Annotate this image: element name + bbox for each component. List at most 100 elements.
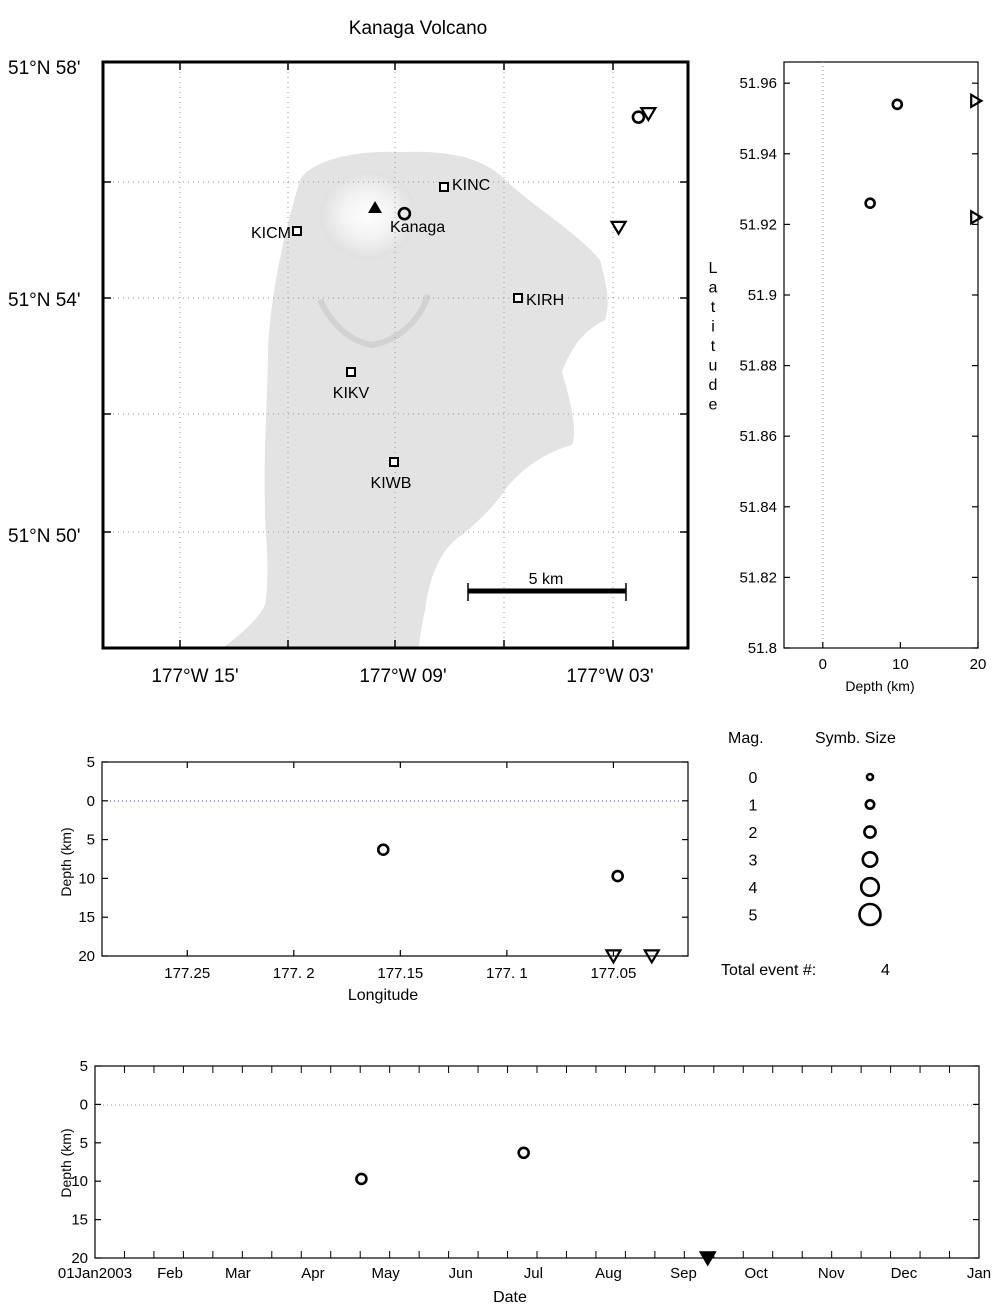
station-label: KICM <box>251 225 291 242</box>
legend-header-symb: Symb. Size <box>815 730 896 747</box>
date-xtick-label: Apr <box>301 1265 324 1282</box>
lon-ytick-label: 5 <box>87 754 95 771</box>
caldera-rim <box>317 294 431 349</box>
date-xtick-label: Dec <box>891 1265 918 1282</box>
total-events-value: 4 <box>881 962 890 979</box>
lon-xtick-label: 177. 1 <box>486 965 528 982</box>
lat-ytick-label: 51.8 <box>748 640 777 657</box>
date-ylabel: Depth (km) <box>58 1128 74 1197</box>
scale-bar-label: 5 km <box>529 571 564 588</box>
date-event-circle <box>517 1146 530 1160</box>
lon-ytick-label: 20 <box>78 948 95 965</box>
lon-event-triangle <box>642 949 661 965</box>
scale-bar: 5 km <box>467 571 627 601</box>
lat-event-circle <box>864 197 876 210</box>
date-ytick-label: 0 <box>80 1096 88 1113</box>
lat-ytick-label: 51.92 <box>739 216 777 233</box>
summit-crater <box>320 171 416 259</box>
lat-event-triangle <box>970 92 984 109</box>
station-marker <box>439 182 449 192</box>
map-lat-tick-label: 51°N 50' <box>8 526 81 547</box>
lat-ytick-label: 51.82 <box>739 569 777 586</box>
lat-ylabel-letter: t <box>711 338 716 355</box>
legend-mag-value: 5 <box>749 908 758 925</box>
lat-event-circle <box>891 98 904 111</box>
lat-panel-frame <box>783 61 979 649</box>
lon-event-circle <box>611 869 624 883</box>
lon-ytick-label: 5 <box>87 832 95 849</box>
lon-xtick-label: 177.05 <box>590 965 636 982</box>
station-marker <box>292 226 302 236</box>
legend-size-circle <box>863 825 877 839</box>
total-events-label: Total event #: <box>721 962 816 979</box>
lat-events <box>864 92 984 226</box>
legend-size-circle <box>865 772 875 782</box>
date-xtick-label: Jun <box>449 1265 473 1282</box>
map-panel: 51°N 58' 51°N 54' 51°N 50' 177°W 15' 177… <box>8 58 690 687</box>
lat-ylabel-letter: u <box>709 358 718 375</box>
lat-ylabel-letter: L <box>709 260 718 277</box>
map-event-circle <box>397 206 412 221</box>
legend-size-circle <box>861 850 879 868</box>
date-ytick-label: 15 <box>71 1212 88 1229</box>
lon-events <box>376 843 661 965</box>
figure-title: Kanaga Volcano <box>349 18 487 39</box>
station-label: KIWB <box>371 475 412 492</box>
volcano-label: Kanaga <box>390 219 445 236</box>
legend-mag-value: 1 <box>749 798 758 815</box>
lat-ylabel-letter: d <box>709 377 718 394</box>
lat-xtick-label: 10 <box>892 656 909 673</box>
station-marker <box>346 367 356 377</box>
date-xtick-label: Aug <box>595 1265 622 1282</box>
legend-header-mag: Mag. <box>728 730 764 747</box>
map-event-triangle <box>609 220 628 236</box>
lat-ytick-label: 51.86 <box>739 428 777 445</box>
legend-mag-value: 0 <box>749 770 758 787</box>
date-xtick-label: Nov <box>818 1265 845 1282</box>
lat-ytick-label: 51.94 <box>739 146 777 163</box>
date-event-circle <box>355 1172 368 1186</box>
station-label: KIKV <box>333 385 370 402</box>
station-label: KIRH <box>526 292 564 309</box>
lon-ytick-label: 0 <box>87 793 95 810</box>
lon-panel-frame <box>101 761 689 957</box>
legend-size-circle <box>859 876 881 898</box>
legend-size-circle <box>864 798 876 810</box>
lon-ytick-label: 10 <box>78 870 95 887</box>
lon-axis: 5 0 5 10 15 20 177.25 177. 2 177.15 177. 1 177.05 <box>78 754 688 982</box>
map-event-triangle <box>639 107 658 123</box>
date-ytick-label: 5 <box>80 1135 88 1152</box>
map-lat-tick-label: 51°N 54' <box>8 290 81 311</box>
date-ytick-label: 5 <box>80 1058 88 1075</box>
latitude-depth-panel: 51.8 51.82 51.84 51.86 51.88 51.9 51.92 51.94 51… <box>709 61 986 694</box>
lat-ylabel-letter: i <box>711 319 715 336</box>
lon-xtick-label: 177. 2 <box>273 965 315 982</box>
map-lon-tick-label: 177°W 03' <box>566 666 653 687</box>
lon-ylabel: Depth (km) <box>58 827 74 896</box>
map-ticks <box>103 62 688 648</box>
map-events <box>397 107 658 236</box>
date-xtick-label: Jul <box>524 1265 543 1282</box>
lat-ytick-label: 51.96 <box>739 75 777 92</box>
date-ytick-label: 20 <box>71 1250 88 1267</box>
lat-ytick-label: 51.9 <box>748 287 777 304</box>
lat-xtick-label: 0 <box>819 656 827 673</box>
lon-xtick-label: 177.25 <box>164 965 210 982</box>
island-terrain <box>222 151 608 648</box>
legend-mag-value: 4 <box>749 880 758 897</box>
stations: KINC KICM KIRH KIKV KIWB <box>251 177 564 492</box>
lon-event-triangle <box>604 949 623 965</box>
lon-xlabel: Longitude <box>348 987 418 1004</box>
date-panel-frame <box>94 1065 980 1259</box>
date-xtick-label: Feb <box>157 1265 183 1282</box>
map-lon-tick-label: 177°W 09' <box>359 666 446 687</box>
lat-ytick-label: 51.84 <box>739 499 777 516</box>
station-marker <box>513 293 523 303</box>
legend-mag-value: 3 <box>749 853 758 870</box>
lat-ylabel-letter: e <box>709 397 718 414</box>
lat-axis: 51.8 51.82 51.84 51.86 51.88 51.9 51.92 51.94 51… <box>739 75 986 673</box>
